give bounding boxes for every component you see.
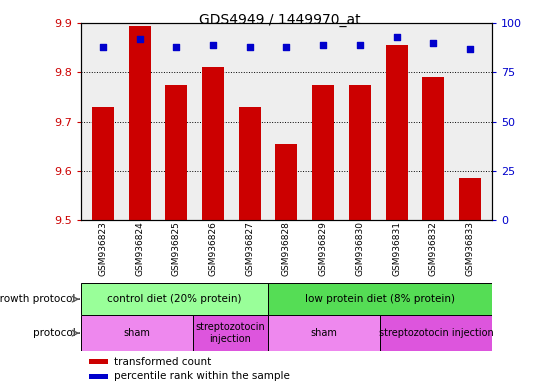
Point xyxy=(356,41,364,48)
Point xyxy=(392,34,401,40)
Point xyxy=(98,44,107,50)
Bar xyxy=(165,84,187,220)
Bar xyxy=(459,178,481,220)
Text: GDS4949 / 1449970_at: GDS4949 / 1449970_at xyxy=(198,13,361,27)
Bar xyxy=(380,315,492,351)
Text: transformed count: transformed count xyxy=(114,357,211,367)
Bar xyxy=(81,315,193,351)
Point xyxy=(245,44,254,50)
Bar xyxy=(268,315,380,351)
Bar xyxy=(92,107,114,220)
Bar xyxy=(129,25,151,220)
Point xyxy=(172,44,181,50)
Point xyxy=(319,41,328,48)
Point xyxy=(282,44,291,50)
Text: control diet (20% protein): control diet (20% protein) xyxy=(107,294,241,304)
Bar xyxy=(81,283,268,315)
Bar xyxy=(386,45,408,220)
Point xyxy=(135,36,144,42)
Text: protocol: protocol xyxy=(33,328,75,338)
Text: growth protocol: growth protocol xyxy=(0,294,75,304)
Text: streptozotocin injection: streptozotocin injection xyxy=(378,328,493,338)
Bar xyxy=(312,84,334,220)
Text: streptozotocin
injection: streptozotocin injection xyxy=(196,322,266,344)
Bar xyxy=(422,77,444,220)
Point xyxy=(209,41,217,48)
Point xyxy=(429,40,438,46)
Bar xyxy=(239,107,261,220)
Bar xyxy=(276,144,297,220)
Text: low protein diet (8% protein): low protein diet (8% protein) xyxy=(305,294,455,304)
Bar xyxy=(268,283,492,315)
Text: sham: sham xyxy=(310,328,337,338)
Bar xyxy=(89,359,108,364)
Bar xyxy=(349,84,371,220)
Bar xyxy=(202,67,224,220)
Bar xyxy=(89,374,108,379)
Point xyxy=(466,46,475,52)
Text: percentile rank within the sample: percentile rank within the sample xyxy=(114,371,290,381)
Bar xyxy=(193,315,268,351)
Text: sham: sham xyxy=(124,328,150,338)
